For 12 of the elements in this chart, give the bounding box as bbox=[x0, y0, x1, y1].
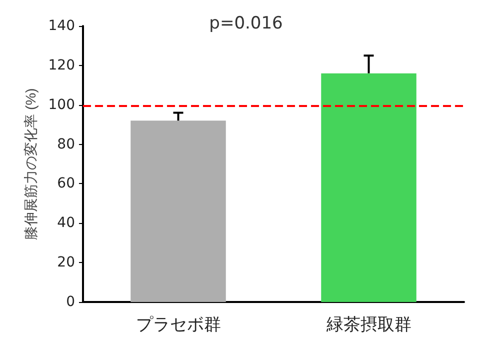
y-tick-label: 60 bbox=[57, 176, 75, 192]
annotation: p=0.016 bbox=[209, 14, 283, 34]
y-tick-label: 20 bbox=[57, 254, 75, 271]
x-tick-label: プラセボ群 bbox=[136, 315, 221, 334]
y-axis-title: 膝伸展筋力の変化率 (%) bbox=[22, 88, 38, 240]
y-tick-label: 40 bbox=[57, 215, 75, 232]
y-tick-label: 120 bbox=[48, 57, 75, 74]
x-tick-label: 緑茶摂取群 bbox=[325, 315, 412, 334]
y-tick-label: 0 bbox=[66, 294, 75, 310]
y-tick-label: 100 bbox=[48, 96, 75, 113]
y-tick-label: 140 bbox=[48, 18, 75, 34]
y-tick-label: 80 bbox=[57, 136, 75, 152]
